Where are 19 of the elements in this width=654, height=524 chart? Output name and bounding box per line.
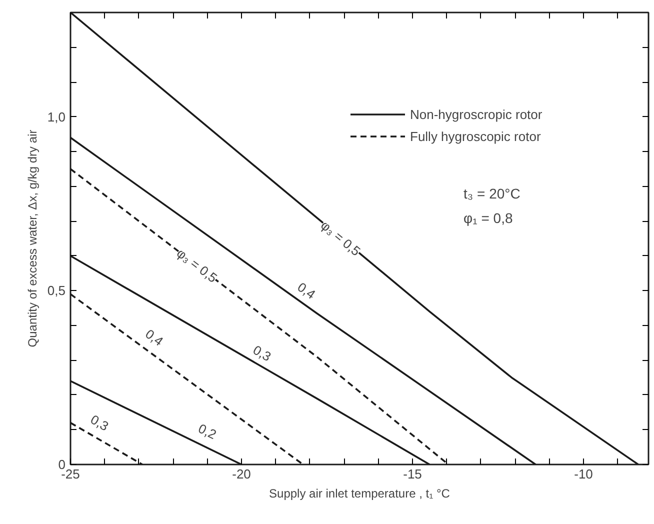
annotation: φ₁ = 0,8 — [464, 210, 513, 226]
y-tick-label: 0 — [58, 457, 66, 472]
x-axis-title: Supply air inlet temperature , t₁ °C — [269, 486, 450, 500]
y-tick-label: 1,0 — [47, 109, 66, 124]
legend-label: Non-hygroscropic rotor — [410, 106, 542, 122]
annotation: t₃ = 20°C — [464, 185, 520, 202]
annotation: φ₃ = 0,5 — [174, 245, 220, 286]
y-tick-label: 0,5 — [47, 283, 66, 298]
annotation: φ₃ = 0,5 — [318, 217, 364, 259]
legend-label: Fully hygroscopic rotor — [410, 128, 541, 144]
y-axis-title: Quantity of excess water, Δx, g/kg dry air — [25, 130, 40, 348]
annotation: 0,3 — [88, 412, 112, 434]
x-tick-label: -20 — [232, 466, 251, 482]
annotation: 0,4 — [294, 279, 318, 302]
annotation: 0,2 — [196, 420, 219, 442]
x-tick-label: -15 — [403, 466, 422, 482]
annotation: 0,4 — [142, 326, 166, 349]
annotation: 0,3 — [250, 342, 274, 364]
x-tick-label: -10 — [574, 466, 593, 482]
